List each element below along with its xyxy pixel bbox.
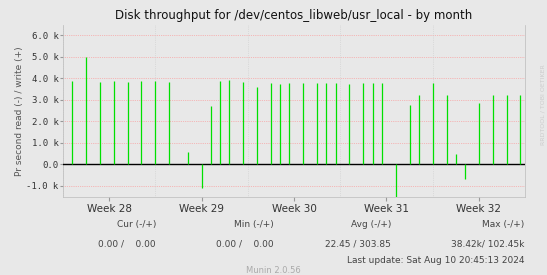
Text: Min (-/+): Min (-/+) xyxy=(234,220,274,229)
Text: Last update: Sat Aug 10 20:45:13 2024: Last update: Sat Aug 10 20:45:13 2024 xyxy=(347,256,524,265)
Text: Avg (-/+): Avg (-/+) xyxy=(351,220,391,229)
Text: Max (-/+): Max (-/+) xyxy=(482,220,524,229)
Y-axis label: Pr second read (-) / write (+): Pr second read (-) / write (+) xyxy=(15,46,24,175)
Text: 38.42k/ 102.45k: 38.42k/ 102.45k xyxy=(451,239,524,248)
Text: 0.00 /    0.00: 0.00 / 0.00 xyxy=(98,239,156,248)
Text: 22.45 / 303.85: 22.45 / 303.85 xyxy=(325,239,391,248)
Text: Cur (-/+): Cur (-/+) xyxy=(117,220,156,229)
Text: RRDTOOL / TOBI OETIKER: RRDTOOL / TOBI OETIKER xyxy=(541,64,546,145)
Title: Disk throughput for /dev/centos_libweb/usr_local - by month: Disk throughput for /dev/centos_libweb/u… xyxy=(115,9,473,22)
Text: 0.00 /    0.00: 0.00 / 0.00 xyxy=(216,239,274,248)
Text: Munin 2.0.56: Munin 2.0.56 xyxy=(246,266,301,275)
